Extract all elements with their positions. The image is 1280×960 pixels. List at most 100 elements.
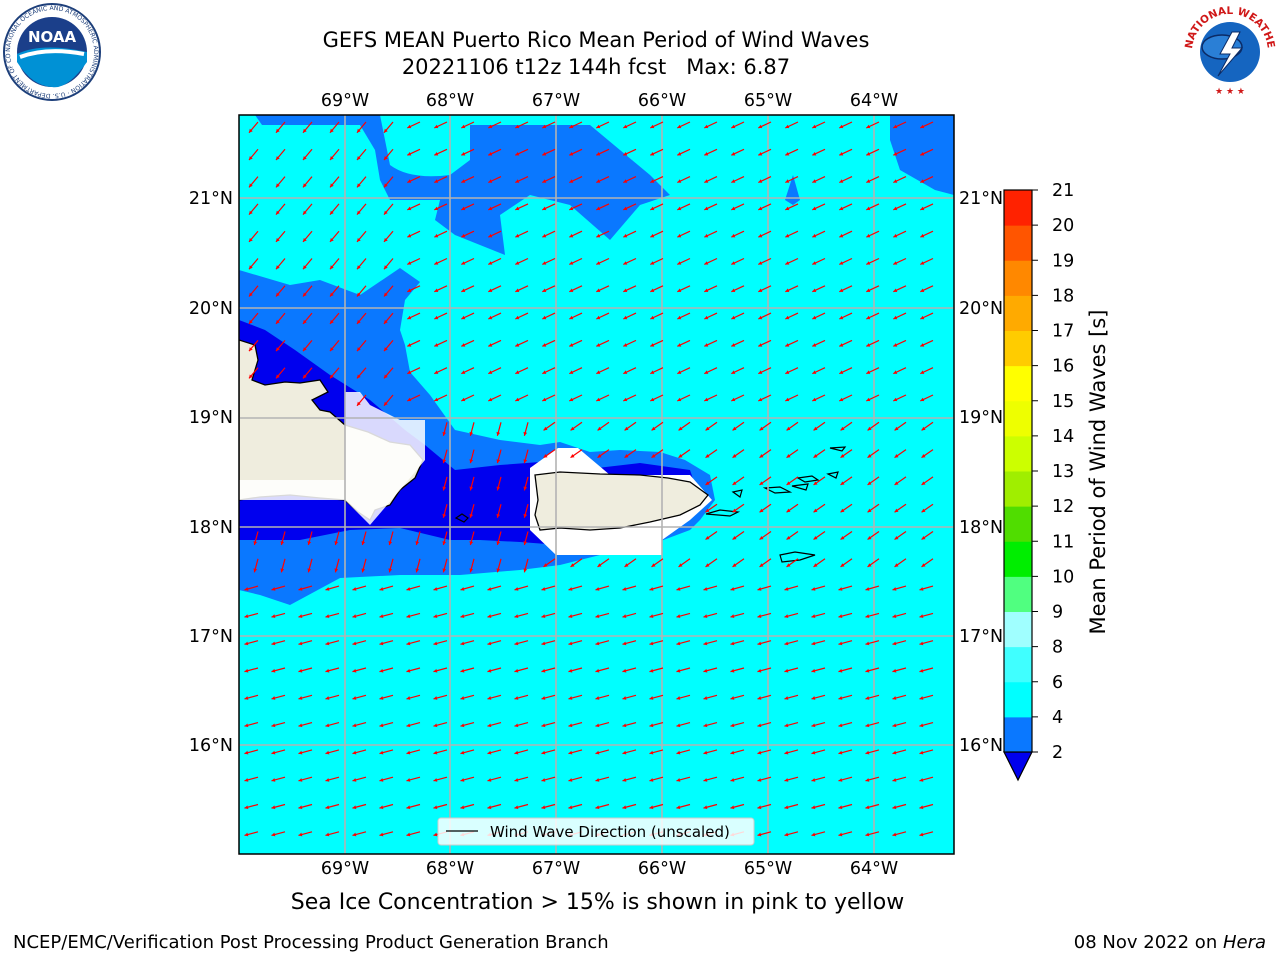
wind-wave-arrow xyxy=(758,285,772,293)
wind-wave-arrow xyxy=(677,203,691,211)
wind-wave-arrow xyxy=(570,449,583,459)
wind-wave-arrow xyxy=(811,640,826,646)
wind-wave-arrow xyxy=(407,257,421,265)
colorbar-tick-label: 21 xyxy=(1052,181,1074,201)
wind-wave-arrow xyxy=(677,148,691,156)
colorbar: 2 4 6 8 9 10 11 12 13 14 15 16 17 18 19 20 21 xyxy=(1003,181,1074,782)
wind-wave-arrow xyxy=(919,585,934,591)
wind-wave-arrow xyxy=(839,148,853,156)
colorbar-tick-label: 15 xyxy=(1052,392,1074,412)
lat-label-right: 20°N xyxy=(959,299,1003,319)
wind-wave-arrow xyxy=(325,612,340,618)
colorbar-tick-label: 19 xyxy=(1052,251,1074,271)
wind-wave-arrow xyxy=(920,230,934,238)
wind-wave-arrow xyxy=(732,421,745,431)
lon-label-bottom: 67°W xyxy=(532,859,580,879)
wind-wave-arrow xyxy=(407,203,421,211)
wind-wave-arrow xyxy=(784,694,799,700)
wind-wave-arrow xyxy=(298,831,313,837)
wind-wave-arrow xyxy=(919,667,934,673)
wind-wave-arrow xyxy=(623,176,637,184)
wind-wave-arrow xyxy=(758,121,772,129)
lat-label-right: 21°N xyxy=(959,189,1003,209)
wind-wave-arrow xyxy=(433,612,448,618)
wind-wave-arrow xyxy=(677,312,691,320)
wind-wave-arrow xyxy=(325,694,340,700)
wind-wave-arrow xyxy=(622,722,637,728)
wind-wave-arrow xyxy=(488,121,502,129)
wind-wave-arrow xyxy=(569,339,583,347)
wind-wave-arrow xyxy=(271,640,286,646)
wind-wave-arrow xyxy=(920,339,934,347)
wind-wave-arrow xyxy=(758,367,772,375)
wind-wave-arrow xyxy=(434,285,448,293)
wind-wave-arrow xyxy=(302,367,313,379)
wind-wave-arrow xyxy=(839,339,853,347)
wind-wave-arrow xyxy=(514,585,529,591)
wind-wave-arrow xyxy=(894,421,907,431)
colorbar-tick-label: 14 xyxy=(1052,427,1074,447)
wind-wave-arrow xyxy=(812,203,826,211)
colorbar-tick-label: 13 xyxy=(1052,462,1074,482)
wind-wave-arrow xyxy=(757,722,772,728)
wind-wave-arrow xyxy=(442,476,448,491)
wind-wave-arrow xyxy=(488,367,502,375)
wind-wave-arrow xyxy=(813,449,826,459)
wind-wave-arrow xyxy=(757,585,772,591)
wind-wave-arrow xyxy=(298,667,313,673)
wind-wave-arrow xyxy=(678,421,691,431)
wind-wave-arrow xyxy=(325,722,340,728)
wind-wave-arrow xyxy=(496,449,502,464)
wind-wave-arrow xyxy=(893,203,907,211)
wind-wave-arrow xyxy=(676,612,691,618)
wind-wave-arrow xyxy=(461,312,475,320)
wind-wave-arrow xyxy=(379,749,394,755)
wind-wave-arrow xyxy=(919,640,934,646)
wind-wave-arrow xyxy=(248,203,259,216)
wind-wave-arrow xyxy=(596,121,610,129)
wind-wave-arrow xyxy=(244,667,259,673)
wind-wave-arrow xyxy=(379,585,394,591)
colorbar-segment xyxy=(1004,190,1032,226)
colorbar-tick-label: 6 xyxy=(1052,673,1063,693)
wind-wave-arrow xyxy=(329,312,340,325)
wind-wave-arrow xyxy=(461,176,475,184)
wind-wave-arrow xyxy=(676,640,691,646)
wind-wave-arrow xyxy=(921,449,934,459)
wind-wave-arrow xyxy=(757,803,772,810)
lat-label-left: 21°N xyxy=(189,189,233,209)
wind-wave-arrow xyxy=(383,312,394,325)
wind-wave-arrow xyxy=(705,503,718,513)
wind-wave-arrow xyxy=(515,285,529,293)
wind-wave-arrow xyxy=(302,258,313,270)
wind-wave-arrow xyxy=(275,258,286,270)
wind-wave-arrow xyxy=(785,339,799,347)
wind-wave-arrow xyxy=(271,776,286,782)
wind-wave-arrow xyxy=(543,421,556,431)
wind-wave-arrow xyxy=(569,203,583,211)
wind-wave-arrow xyxy=(893,285,907,293)
lat-label-left: 17°N xyxy=(189,627,233,647)
wind-wave-arrow xyxy=(812,230,826,238)
wind-wave-arrow xyxy=(487,694,502,700)
wind-wave-arrow xyxy=(460,585,475,591)
wind-wave-arrow xyxy=(813,531,826,541)
wind-wave-arrow xyxy=(568,694,583,700)
wind-wave-arrow xyxy=(651,558,664,568)
colorbar-segment xyxy=(1004,330,1032,367)
wind-wave-arrow xyxy=(840,421,853,431)
wind-wave-arrow xyxy=(894,503,907,513)
wind-wave-arrow xyxy=(812,367,826,375)
wind-wave-arrow xyxy=(568,640,583,646)
wind-wave-arrow xyxy=(622,585,637,591)
wind-wave-arrow xyxy=(623,312,637,320)
wind-wave-arrow xyxy=(523,504,529,518)
wind-wave-arrow xyxy=(248,367,259,379)
wind-wave-arrow xyxy=(469,449,475,464)
wind-wave-arrow xyxy=(840,449,853,459)
wind-wave-arrow xyxy=(703,803,718,810)
colorbar-tick-label: 11 xyxy=(1052,532,1074,552)
wind-wave-arrow xyxy=(541,612,556,618)
lon-label-top: 68°W xyxy=(426,91,474,111)
wind-wave-arrow xyxy=(623,394,637,402)
